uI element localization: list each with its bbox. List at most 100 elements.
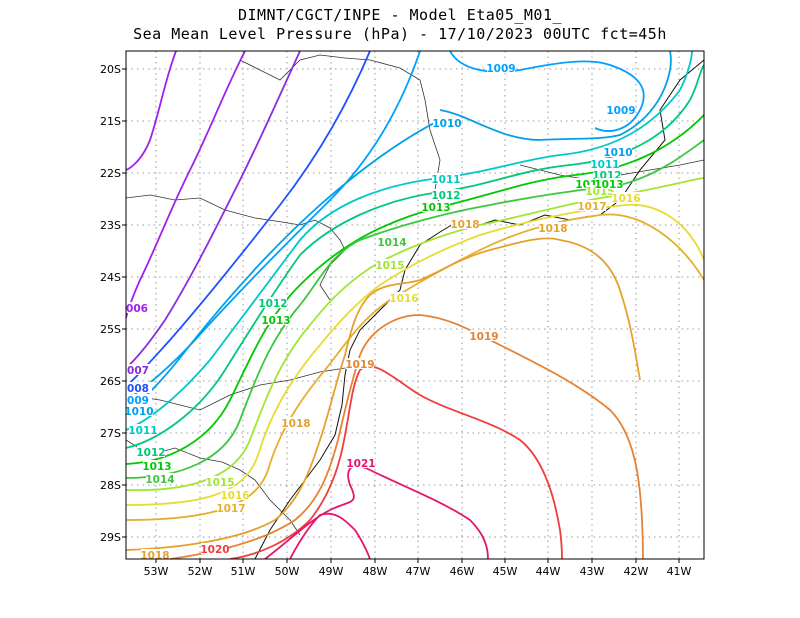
isobar-label: 1019 bbox=[345, 359, 374, 371]
isobar-label-bg bbox=[126, 394, 152, 405]
coastline bbox=[254, 59, 704, 559]
lon-tick-label: 53W bbox=[144, 565, 169, 578]
isobar-label-bg bbox=[591, 158, 619, 169]
lat-tick-label: 23S bbox=[100, 219, 121, 232]
isobar-label-bg bbox=[126, 382, 152, 393]
isobar-label: 1012 bbox=[136, 447, 165, 459]
isobar-label-bg bbox=[378, 236, 406, 247]
isobar-label-bg bbox=[129, 424, 157, 435]
lon-tick-label: 46W bbox=[450, 565, 475, 578]
isobar-label: 1018 bbox=[140, 550, 169, 562]
isobar-label-bg bbox=[593, 169, 621, 180]
isobar-label-bg bbox=[607, 104, 635, 115]
isobar-label: 1015 bbox=[375, 260, 404, 272]
isobar-1016 bbox=[126, 203, 704, 506]
isobar-label: 1010 bbox=[432, 118, 461, 130]
isobar-label-bg bbox=[217, 502, 245, 513]
isobar-1007 bbox=[126, 51, 301, 369]
lon-tick-label: 45W bbox=[493, 565, 518, 578]
lat-tick-label: 25S bbox=[100, 323, 121, 336]
isobar-label: 1010 bbox=[603, 147, 632, 159]
isobar-1021b bbox=[289, 512, 371, 559]
isobar-labels: 1009100910101010101110121013101310151016… bbox=[124, 62, 641, 562]
map-title: DIMNT/CGCT/INPE - Model Eta05_M01_ bbox=[237, 6, 563, 24]
isobar-label-bg bbox=[586, 185, 614, 196]
isobar-label-bg bbox=[433, 117, 461, 128]
isobar-1008 bbox=[126, 51, 371, 387]
isobar-label-bg bbox=[137, 446, 165, 457]
isobar-1006 bbox=[126, 51, 177, 171]
isobar-label: 1011 bbox=[431, 174, 460, 186]
isobar-1020 bbox=[229, 365, 563, 559]
isobar-label-bg bbox=[604, 146, 632, 157]
lon-tick-label: 50W bbox=[275, 565, 300, 578]
isobar-label: 009 bbox=[127, 395, 149, 407]
isobar-label-bg bbox=[576, 178, 604, 189]
lon-tick-label: 44W bbox=[536, 565, 561, 578]
isobar-label-bg bbox=[347, 457, 375, 468]
isobar-label: 1014 bbox=[145, 474, 174, 486]
isobar-label-bg bbox=[126, 405, 153, 416]
isobar-label-bg bbox=[376, 259, 404, 270]
isobar-label-bg bbox=[146, 473, 174, 484]
isobar-label: 1013 bbox=[594, 179, 623, 191]
isobar-label: 1016 bbox=[389, 293, 418, 305]
isobar-label: 1012 bbox=[258, 298, 287, 310]
isobar-label: 1017 bbox=[216, 503, 245, 515]
isobar-label-bg bbox=[126, 302, 151, 313]
lat-tick-label: 28S bbox=[100, 479, 121, 492]
isobar-label-bg bbox=[422, 201, 450, 212]
isobar-label-bg bbox=[539, 222, 567, 233]
isobar-1019 bbox=[169, 314, 644, 559]
isobar-1010w bbox=[126, 119, 441, 413]
isobar-1010 bbox=[439, 51, 672, 141]
isobar-label: 1009 bbox=[486, 63, 515, 75]
lat-tick-label: 22S bbox=[100, 167, 121, 180]
isobar-label-bg bbox=[259, 297, 287, 308]
isobar-label-bg bbox=[432, 173, 460, 184]
isobar-label-bg bbox=[282, 417, 310, 428]
isobar-1006b bbox=[126, 51, 246, 319]
isobar-label: 1019 bbox=[469, 331, 498, 343]
isobar-1015 bbox=[126, 177, 704, 492]
isobar-label: 1013 bbox=[421, 202, 450, 214]
isobar-label-bg bbox=[143, 460, 171, 471]
isobar-label: 008 bbox=[127, 383, 149, 395]
isobar-label-bg bbox=[578, 200, 606, 211]
isobar-label-bg bbox=[432, 189, 460, 200]
lon-tick-label: 42W bbox=[624, 565, 649, 578]
isobar-label-bg bbox=[595, 178, 623, 189]
axis-ticks: 20S 21S 22S 23S 24S 25S 26S 27S 28S 29S 53W 52W 51W 5… bbox=[100, 63, 692, 578]
isobar-label: 1018 bbox=[538, 223, 567, 235]
isobar-label-bg bbox=[346, 358, 374, 369]
isobar-1017 bbox=[126, 213, 704, 521]
isobar-label: 1014 bbox=[377, 237, 406, 249]
isobar-label-bg bbox=[201, 543, 229, 554]
isobar-label: 1009 bbox=[606, 105, 635, 117]
isobar-label: 1010 bbox=[124, 406, 153, 418]
lon-tick-label: 52W bbox=[188, 565, 213, 578]
lat-tick-label: 24S bbox=[100, 271, 121, 284]
lon-tick-label: 43W bbox=[580, 565, 605, 578]
isobar-label: 1013 bbox=[142, 461, 171, 473]
isobar-1009 bbox=[126, 51, 421, 401]
lon-tick-label: 49W bbox=[319, 565, 344, 578]
isobar-label-bg bbox=[612, 192, 640, 203]
isobar-label-bg bbox=[141, 549, 169, 559]
isobar-label: 1011 bbox=[128, 425, 157, 437]
isobar-label: 1018 bbox=[281, 418, 310, 430]
lat-tick-label: 27S bbox=[100, 427, 121, 440]
lon-tick-label: 41W bbox=[667, 565, 692, 578]
isobar-label: 1011 bbox=[590, 159, 619, 171]
lat-tick-label: 26S bbox=[100, 375, 121, 388]
plot-frame bbox=[125, 50, 705, 560]
lon-tick-label: 48W bbox=[363, 565, 388, 578]
isobar-label: 1020 bbox=[200, 544, 229, 556]
isobar-label: 1016 bbox=[611, 193, 640, 205]
isobar-1011 bbox=[126, 51, 693, 431]
isobar-label-bg bbox=[487, 62, 515, 73]
isobar-label: 1018 bbox=[450, 219, 479, 231]
isobar-label: 1015 bbox=[205, 477, 234, 489]
isobar-label-bg bbox=[206, 476, 234, 487]
